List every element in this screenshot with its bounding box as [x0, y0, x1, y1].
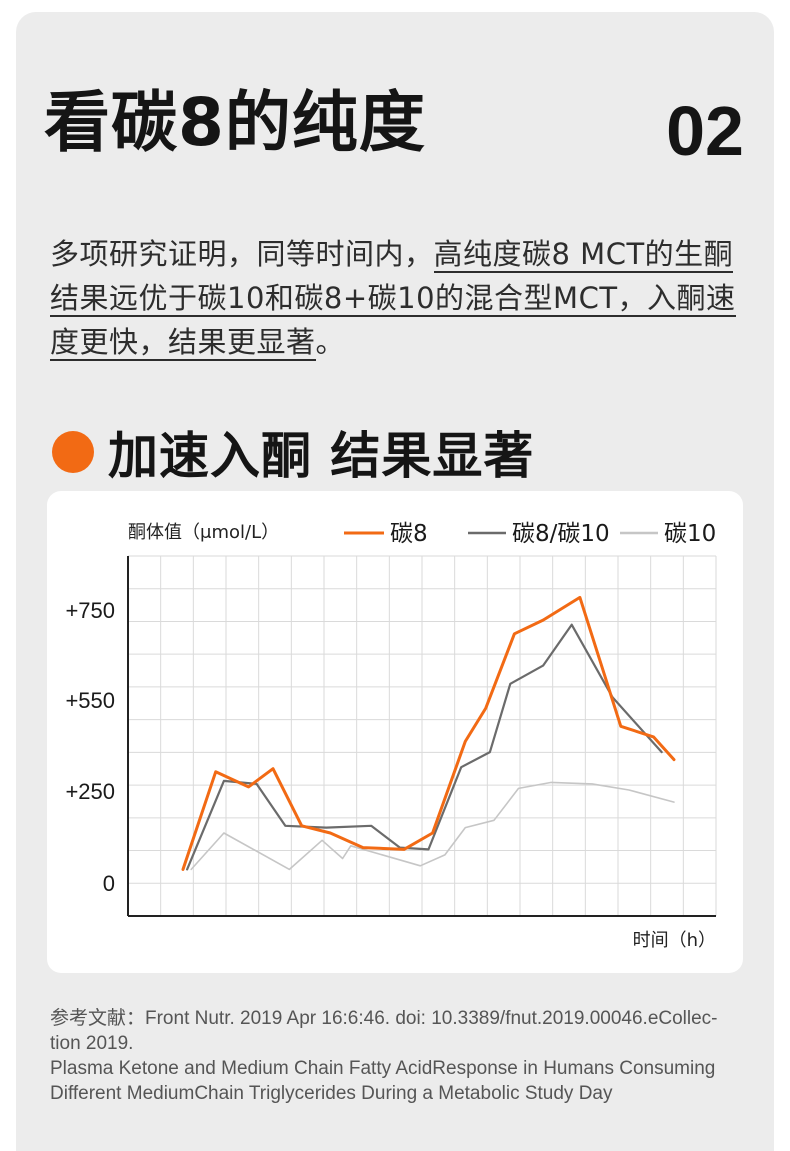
y-tick-250: +250 [65, 779, 115, 804]
page-title: 看碳8的纯度 [44, 84, 426, 161]
reference-block: 参考文献：Front Nutr. 2019 Apr 16:6:46. doi: … [50, 1006, 754, 1106]
section-title: 加速入酮 结果显著 [108, 427, 535, 485]
intro-end: 。 [315, 325, 346, 359]
legend-label: 碳8 [390, 521, 428, 547]
legend-label: 碳10 [664, 521, 716, 547]
y-axis-label: 酮体值（μmol/L） [128, 522, 279, 543]
chart-grid [127, 555, 717, 917]
y-tick-750: +750 [65, 598, 115, 623]
ketone-chart: 酮体值（μmol/L） 时间（h） +750 +550 +250 0 碳8 碳8/… [65, 521, 717, 951]
reference-line: Different MediumChain Triglycerides Duri… [50, 1083, 613, 1104]
content-card: 看碳8的纯度 02 多项研究证明，同等时间内，高纯度碳8 MCT的生酮结果远优于… [16, 12, 774, 1151]
y-tick-550: +550 [65, 688, 115, 713]
intro-paragraph: 多项研究证明，同等时间内，高纯度碳8 MCT的生酮结果远优于碳10和碳8+碳10… [50, 232, 750, 364]
bullet-dot-icon [52, 431, 94, 473]
section-number: 02 [666, 92, 744, 170]
chart-legend: 碳8 碳8/碳10 碳10 [344, 521, 716, 547]
series-line-2 [186, 623, 663, 871]
intro-highlight: 高纯度碳8 MCT的生酮结果远优于碳10和碳8+碳10的混合型MCT，入酮速度更… [50, 237, 736, 361]
x-axis-label: 时间（h） [633, 930, 716, 951]
legend-label: 碳8/碳10 [512, 521, 610, 547]
reference-line: 参考文献：Front Nutr. 2019 Apr 16:6:46. doi: … [50, 1008, 718, 1029]
section-heading: 加速入酮 结果显著 [52, 416, 534, 488]
y-tick-0: 0 [103, 871, 115, 896]
intro-text: 多项研究证明，同等时间内， [50, 237, 434, 271]
reference-line: tion 2019. [50, 1033, 134, 1054]
series-line-1 [181, 595, 676, 871]
series-line-3 [190, 781, 675, 871]
chart-card: 酮体值（μmol/L） 时间（h） +750 +550 +250 0 碳8 碳8/… [47, 491, 743, 973]
reference-line: Plasma Ketone and Medium Chain Fatty Aci… [50, 1058, 716, 1079]
chart-lines [181, 595, 676, 871]
